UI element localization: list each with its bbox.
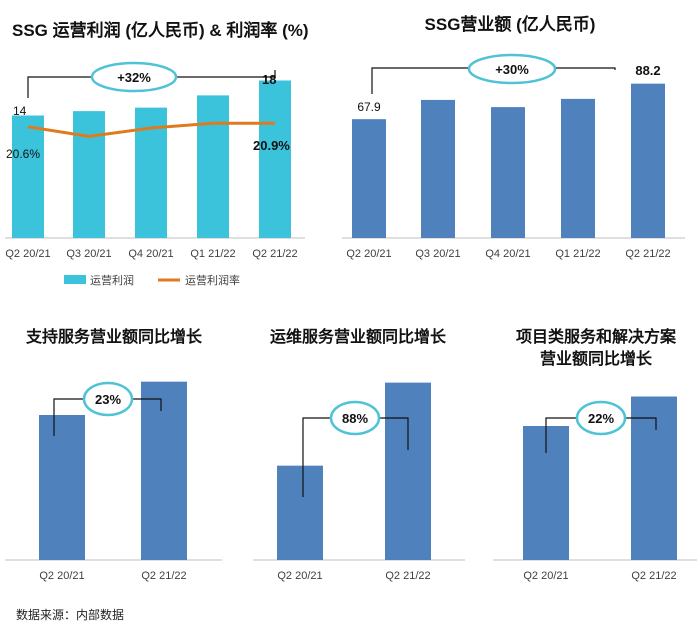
chart4-bars (277, 382, 431, 560)
bar-4 (561, 98, 595, 238)
bar-2 (631, 396, 677, 560)
bar-1 (352, 119, 386, 238)
chart3-title: 支持服务营业额同比增长 (25, 327, 203, 346)
x-tick-label: Q1 21/22 (555, 248, 600, 260)
chart5-title-line2: 营业额同比增长 (540, 349, 653, 368)
chart2-bars (352, 83, 665, 239)
chart2-last-value-label: 88.2 (635, 63, 660, 78)
bar-2 (385, 382, 431, 560)
bar-5 (259, 80, 291, 238)
x-tick-label: Q1 21/22 (190, 248, 235, 260)
chart3-growth-ellipse (82, 381, 134, 417)
chart-support-services: 支持服务营业额同比增长 Q2 20/21 Q2 21/22 23% (5, 327, 222, 582)
chart-om-services: 运维服务营业额同比增长 Q2 20/21 Q2 21/22 88% (253, 327, 465, 582)
legend-swatch-profit (64, 275, 86, 284)
chart4-title: 运维服务营业额同比增长 (270, 327, 447, 346)
chart1-growth-ellipse (90, 61, 178, 93)
bar-1 (39, 415, 85, 560)
chart2-title: SSG营业额 (亿人民币) (425, 14, 596, 34)
chart-project-services: 项目类服务和解决方案 营业额同比增长 Q2 20/21 Q2 21/22 22% (493, 327, 697, 582)
x-tick-label: Q2 21/22 (141, 570, 186, 582)
legend-label-profit: 运营利润 (90, 273, 134, 287)
chart2-x-ticks: Q2 20/21 Q3 20/21 Q4 20/21 Q1 21/22 Q2 21/22 (346, 248, 670, 260)
bar-1 (277, 465, 323, 560)
chart4-x-ticks: Q2 20/21 Q2 21/22 (277, 570, 430, 582)
bar-2 (421, 99, 455, 238)
x-tick-label: Q2 20/21 (5, 248, 50, 260)
x-tick-label: Q3 20/21 (66, 248, 111, 260)
chart1-first-margin-label: 20.6% (6, 147, 40, 161)
bar-2 (141, 381, 187, 560)
chart1-last-value-label: 18 (262, 72, 276, 87)
chart2-growth-ellipse (467, 53, 557, 85)
chart-operating-profit: SSG 运营利润 (亿人民币) & 利润率 (%) Q2 20/21 Q3 20/… (5, 20, 309, 287)
x-tick-label: Q2 21/22 (385, 570, 430, 582)
x-tick-label: Q2 20/21 (523, 570, 568, 582)
x-tick-label: Q2 20/21 (346, 248, 391, 260)
legend-label-margin: 运营利润率 (185, 273, 240, 287)
chart3-x-ticks: Q2 20/21 Q2 21/22 (39, 570, 186, 582)
chart1-x-ticks: Q2 20/21 Q3 20/21 Q4 20/21 Q1 21/22 Q2 21/22 (5, 248, 297, 260)
data-source-note: 数据来源：内部数据 (16, 608, 125, 622)
chart1-title-line1: SSG 运营利润 (亿人民币) & 利润率 (%) (12, 20, 309, 40)
chart1-last-margin-label: 20.9% (253, 138, 290, 153)
bar-2 (73, 111, 105, 238)
chart1-margin-line (27, 121, 275, 138)
x-tick-label: Q2 20/21 (277, 570, 322, 582)
chart1-growth-label: +32% (117, 70, 151, 85)
x-tick-label: Q4 20/21 (485, 248, 530, 260)
chart5-title-line1: 项目类服务和解决方案 (516, 327, 677, 346)
chart2-growth-label: +30% (495, 62, 529, 77)
chart4-growth-label: 88% (342, 411, 368, 426)
chart5-x-ticks: Q2 20/21 Q2 21/22 (523, 570, 676, 582)
chart3-bars (39, 381, 187, 560)
chart1-bars (12, 80, 291, 238)
x-tick-label: Q2 21/22 (631, 570, 676, 582)
chart5-growth-ellipse (575, 400, 627, 436)
x-tick-label: Q4 20/21 (128, 248, 173, 260)
bar-3 (491, 107, 525, 238)
chart-revenue: SSG营业额 (亿人民币) Q2 20/21 Q3 20/21 Q4 20/21 Q1… (342, 14, 685, 260)
bar-4 (197, 95, 229, 238)
chart3-growth-label: 23% (95, 392, 121, 407)
chart5-growth-label: 22% (588, 411, 614, 426)
bar-5 (631, 83, 665, 239)
bar-1 (12, 115, 44, 238)
x-tick-label: Q2 20/21 (39, 570, 84, 582)
chart1-first-value-label: 14 (13, 104, 27, 118)
chart4-growth-ellipse (329, 400, 381, 436)
chart2-first-value-label: 67.9 (357, 100, 381, 114)
x-tick-label: Q2 21/22 (625, 248, 670, 260)
x-tick-label: Q3 20/21 (415, 248, 460, 260)
x-tick-label: Q2 21/22 (252, 248, 297, 260)
